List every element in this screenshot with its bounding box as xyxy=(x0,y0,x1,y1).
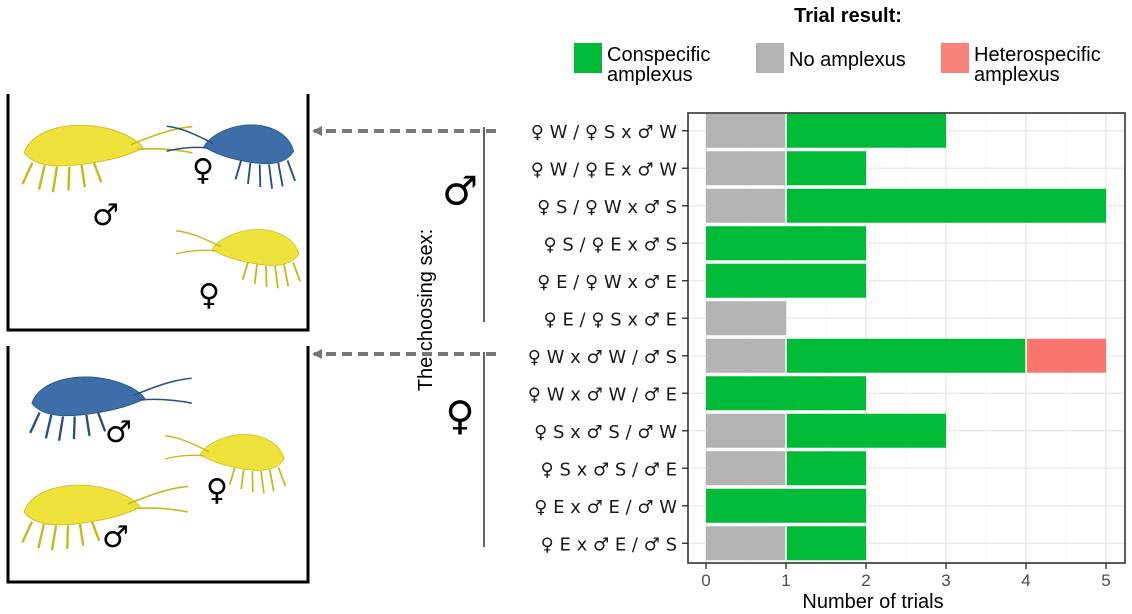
bar-segment-no-amplexus xyxy=(706,151,786,186)
bar-segment-no-amplexus xyxy=(706,301,786,336)
x-tick-label: 5 xyxy=(1101,571,1110,590)
group-symbol: ♀ xyxy=(445,394,474,440)
legend-label-heterospecific-line1: Heterospecific xyxy=(974,44,1101,66)
x-tick-label: 3 xyxy=(941,571,950,590)
top-tank xyxy=(6,94,310,332)
group-axis: The choosing sex: ♂♀ xyxy=(415,127,485,547)
bar-segment-conspecific-amplexus xyxy=(786,451,866,486)
y-axis: ♀ W / ♀ S x ♂ W ♀ W / ♀ E x ♂ W ♀ S / ♀ W … xyxy=(528,122,688,555)
bar-segment-conspecific-amplexus xyxy=(706,226,866,261)
group-symbol: ♂ xyxy=(442,169,478,215)
y-tick-label: ♀ S x ♂ S / ♂ E xyxy=(541,459,677,480)
bar-segment-conspecific-amplexus xyxy=(786,526,866,561)
y-tick-label: ♀ W x ♂ W / ♂ S xyxy=(528,347,677,368)
legend: Trial result: Conspecific amplexus No am… xyxy=(574,5,1101,86)
bar-segment-conspecific-amplexus xyxy=(706,263,866,298)
top-yellow-female-symbol: ♀ xyxy=(198,278,220,313)
y-tick-label: ♀ E / ♀ W x ♂ E xyxy=(537,272,677,293)
plot-border xyxy=(687,112,1126,564)
group-brackets: ♂♀ xyxy=(442,127,485,547)
plot: 0 1 2 3 4 5 ♀ W / ♀ S x ♂ W ♀ W / ♀ E x ♂ W ♀ S… xyxy=(528,112,1126,613)
x-tick-label: 2 xyxy=(861,571,870,590)
bar-segment-conspecific-amplexus xyxy=(786,338,1026,373)
x-tick-label: 1 xyxy=(781,571,790,590)
bar-segment-conspecific-amplexus xyxy=(786,188,1106,223)
legend-swatch-heterospecific xyxy=(941,43,969,73)
legend-label-heterospecific-line2: amplexus xyxy=(974,64,1060,86)
bar-segment-no-amplexus xyxy=(706,451,786,486)
blue-female-shrimp-icon xyxy=(165,123,297,190)
bars xyxy=(706,113,1106,561)
legend-label-conspecific-line1: Conspecific xyxy=(607,44,710,66)
bar-segment-heterospecific-amplexus xyxy=(1026,338,1106,373)
top-blue-female-symbol: ♀ xyxy=(192,153,214,188)
x-axis-title: Number of trials xyxy=(802,591,943,613)
bottom-yellow-male-symbol: ♂ xyxy=(102,520,129,555)
illustration: ♀ ♂ ♀ ♂ ♀ ♂ xyxy=(6,94,496,584)
y-tick-label: ♀ E x ♂ E / ♂ W xyxy=(534,497,677,518)
bar-segment-conspecific-amplexus xyxy=(786,151,866,186)
y-tick-label: ♀ W x ♂ W / ♂ E xyxy=(528,384,677,405)
bar-segment-conspecific-amplexus xyxy=(786,113,946,148)
y-tick-label: ♀ W / ♀ E x ♂ W xyxy=(531,159,677,180)
legend-swatch-conspecific xyxy=(574,43,602,73)
y-tick-label: ♀ W / ♀ S x ♂ W xyxy=(531,122,677,143)
top-yellow-male-symbol: ♂ xyxy=(92,198,119,233)
y-tick-label: ♀ S / ♀ W x ♂ S xyxy=(537,197,677,218)
y-tick-label: ♀ E x ♂ E / ♂ S xyxy=(541,534,677,555)
legend-label-conspecific-line2: amplexus xyxy=(607,64,693,86)
bar-segment-conspecific-amplexus xyxy=(706,376,866,411)
bar-segment-no-amplexus xyxy=(706,413,786,448)
bar-segment-conspecific-amplexus xyxy=(786,413,946,448)
bottom-blue-male-symbol: ♂ xyxy=(105,415,132,450)
yellow-male-shrimp-icon xyxy=(21,123,194,194)
y-tick-label: ♀ E / ♀ S x ♂ E xyxy=(544,309,677,330)
legend-label-no-amplexus: No amplexus xyxy=(789,49,906,71)
x-tick-label: 4 xyxy=(1021,571,1030,590)
y-tick-label: ♀ S / ♀ E x ♂ S xyxy=(544,234,678,255)
bar-segment-no-amplexus xyxy=(706,338,786,373)
y-tick-label: ♀ S x ♂ S / ♂ W xyxy=(534,422,677,443)
bar-segment-no-amplexus xyxy=(706,113,786,148)
x-tick-label: 0 xyxy=(701,571,710,590)
bottom-tank xyxy=(6,346,310,584)
x-axis: 0 1 2 3 4 5 xyxy=(701,563,1111,590)
bar-segment-no-amplexus xyxy=(706,188,786,223)
legend-title: Trial result: xyxy=(794,5,902,27)
yellow-female-shrimp-icon xyxy=(174,228,302,290)
bar-segment-no-amplexus xyxy=(706,526,786,561)
group-axis-title: The choosing sex: xyxy=(415,229,437,391)
legend-swatch-no-amplexus xyxy=(756,43,784,73)
bar-segment-conspecific-amplexus xyxy=(706,488,866,523)
bottom-yellow-female-symbol: ♀ xyxy=(206,473,228,508)
